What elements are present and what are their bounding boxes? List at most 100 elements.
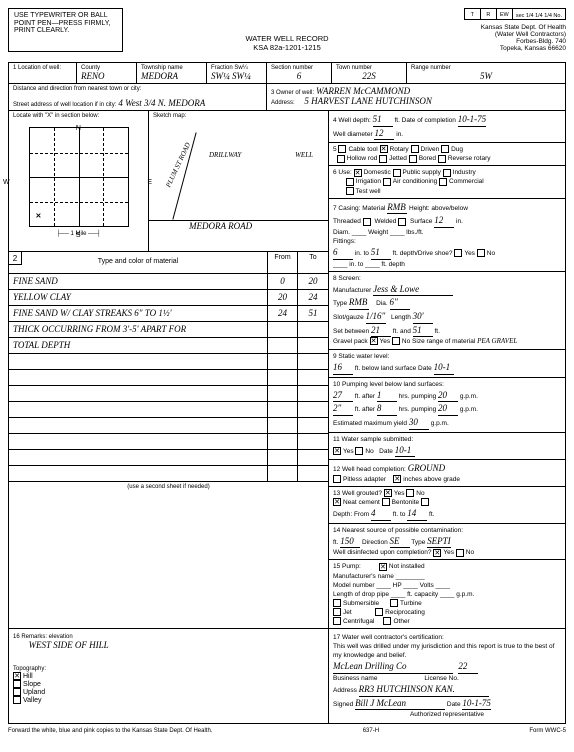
materials-header: Type and color of material <box>9 252 268 273</box>
material-row: FINE SAND W/ CLAY STREAKS 6" TO 1½'2451 <box>9 306 328 322</box>
item-5: 5 Cable tool ✕Rotary Driven Dug Hollow r… <box>329 143 565 166</box>
material-desc <box>9 354 268 369</box>
material-desc <box>9 450 268 465</box>
item-14: 14 Nearest source of possible contaminat… <box>329 524 565 561</box>
material-row <box>9 418 328 434</box>
range-value: 5W <box>411 71 561 81</box>
street-value: 4 West 3/4 N. MEDORA <box>118 98 205 108</box>
item-12: 12 Well head completion: GROUND Pitless … <box>329 460 565 487</box>
material-row <box>9 386 328 402</box>
item-13: 13 Well grouted? ✕Yes No ✕Neat cement Be… <box>329 487 565 524</box>
material-to: 24 <box>298 290 328 305</box>
material-to <box>298 434 328 449</box>
material-desc: FINE SAND <box>9 274 268 289</box>
material-row: FINE SAND020 <box>9 274 328 290</box>
owner-value: WARREN McCAMMOND <box>316 86 410 96</box>
item-15: 15 Pump: ✕Not installed Manufacturer's n… <box>329 560 565 628</box>
material-desc: YELLOW CLAY <box>9 290 268 305</box>
item-6: 6 Use: ✕Domestic Public supply Industry … <box>329 166 565 198</box>
material-from <box>268 434 298 449</box>
sketch-map: Sketch map: MEDORA ROAD PLUM ST ROAD WEL… <box>149 111 328 251</box>
address-value: 5 HARVEST LANE HUTCHINSON <box>304 96 431 106</box>
item-7: 7 Casing: Material RMB Height: above/bel… <box>329 199 565 272</box>
street-label: Street address of well location if in ci… <box>13 102 116 108</box>
item-17: 17 Water well contractor's certification… <box>329 629 565 723</box>
material-desc <box>9 466 268 481</box>
instruction-box: USE TYPEWRITER OR BALL POINT PEN—PRESS F… <box>8 8 123 52</box>
material-row <box>9 402 328 418</box>
footer-left: Forward the white, blue and pink copies … <box>8 728 212 734</box>
from-header: From <box>268 252 298 273</box>
material-to <box>298 354 328 369</box>
agency-1: Kansas State Dept. Of Health <box>464 24 566 31</box>
to-header: To <box>298 252 328 273</box>
item-10: 10 Pumping level below land surfaces: 27… <box>329 378 565 433</box>
material-from <box>268 338 298 353</box>
sketch-label: Sketch map: <box>153 113 324 119</box>
loc-label: 1 Location of well: <box>13 65 72 71</box>
material-from: 24 <box>268 306 298 321</box>
material-to <box>298 386 328 401</box>
topo-hill: Hill <box>23 673 33 680</box>
item-11: 11 Water sample submitted: ✕Yes No Date … <box>329 433 565 461</box>
material-from <box>268 354 298 369</box>
sketch-road1: MEDORA ROAD <box>189 221 252 231</box>
material-desc <box>9 434 268 449</box>
material-desc <box>9 370 268 385</box>
material-from: 0 <box>268 274 298 289</box>
material-row: THICK OCCURRING FROM 3'-5' APART FOR <box>9 322 328 338</box>
material-to <box>298 450 328 465</box>
material-from: 20 <box>268 290 298 305</box>
topo-slope: Slope <box>23 681 41 688</box>
second-sheet-note: (use a second sheet if needed) <box>9 482 328 492</box>
section-value: 6 <box>271 71 327 81</box>
town-value: 22S <box>336 71 402 81</box>
topo-upland: Upland <box>23 689 45 696</box>
agency-2: (Water Well Contractors) <box>464 31 566 38</box>
item-4: 4 Well depth: 51 ft. Date of completion … <box>329 111 565 143</box>
material-desc <box>9 418 268 433</box>
footer-right: Form WWC-5 <box>529 728 566 734</box>
material-from <box>268 402 298 417</box>
remarks-value: WEST SIDE OF HILL <box>29 640 109 650</box>
tick-r: R <box>480 8 496 20</box>
material-from <box>268 418 298 433</box>
material-to <box>298 418 328 433</box>
material-from <box>268 466 298 481</box>
material-row <box>9 450 328 466</box>
top-right-header: T R EW sec 1/4 1/4 1/4 No. Kansas State … <box>464 8 566 52</box>
material-desc <box>9 402 268 417</box>
material-desc: FINE SAND W/ CLAY STREAKS 6" TO 1½' <box>9 306 268 321</box>
material-desc: TOTAL DEPTH <box>9 338 268 353</box>
county-value: RENO <box>81 71 132 81</box>
material-row <box>9 354 328 370</box>
material-desc: THICK OCCURRING FROM 3'-5' APART FOR <box>9 322 268 337</box>
item-8: 8 Screen: Manufacturer Jess & Lowe Type … <box>329 272 565 350</box>
material-to: 51 <box>298 306 328 321</box>
tick-t: T <box>464 8 480 20</box>
township-value: MEDORA <box>141 71 202 81</box>
material-to <box>298 322 328 337</box>
material-to <box>298 466 328 481</box>
sketch-well: WELL <box>295 151 313 159</box>
material-row <box>9 370 328 386</box>
form-container: 1 Location of well: CountyRENO Township … <box>8 62 566 724</box>
sketch-drill: DRILLWAY <box>209 151 241 159</box>
material-to <box>298 370 328 385</box>
tick-ew: EW <box>496 8 512 20</box>
material-to <box>298 338 328 353</box>
material-from <box>268 450 298 465</box>
material-row: TOTAL DEPTH <box>9 338 328 354</box>
material-desc <box>9 386 268 401</box>
item-9: 9 Static water level: 16 ft. below land … <box>329 350 565 378</box>
material-row <box>9 466 328 482</box>
address-label: Address: <box>271 100 295 106</box>
locate-x-label: Locate with "X" in section below: <box>13 113 144 119</box>
material-to <box>298 402 328 417</box>
material-row <box>9 434 328 450</box>
material-to: 20 <box>298 274 328 289</box>
fraction-value: SW¼ SW¼ <box>211 71 262 81</box>
form-number: 637-H <box>363 728 379 734</box>
distance-label: Distance and direction from nearest town… <box>13 86 262 92</box>
agency-4: Topeka, Kansas 66620 <box>464 45 566 52</box>
